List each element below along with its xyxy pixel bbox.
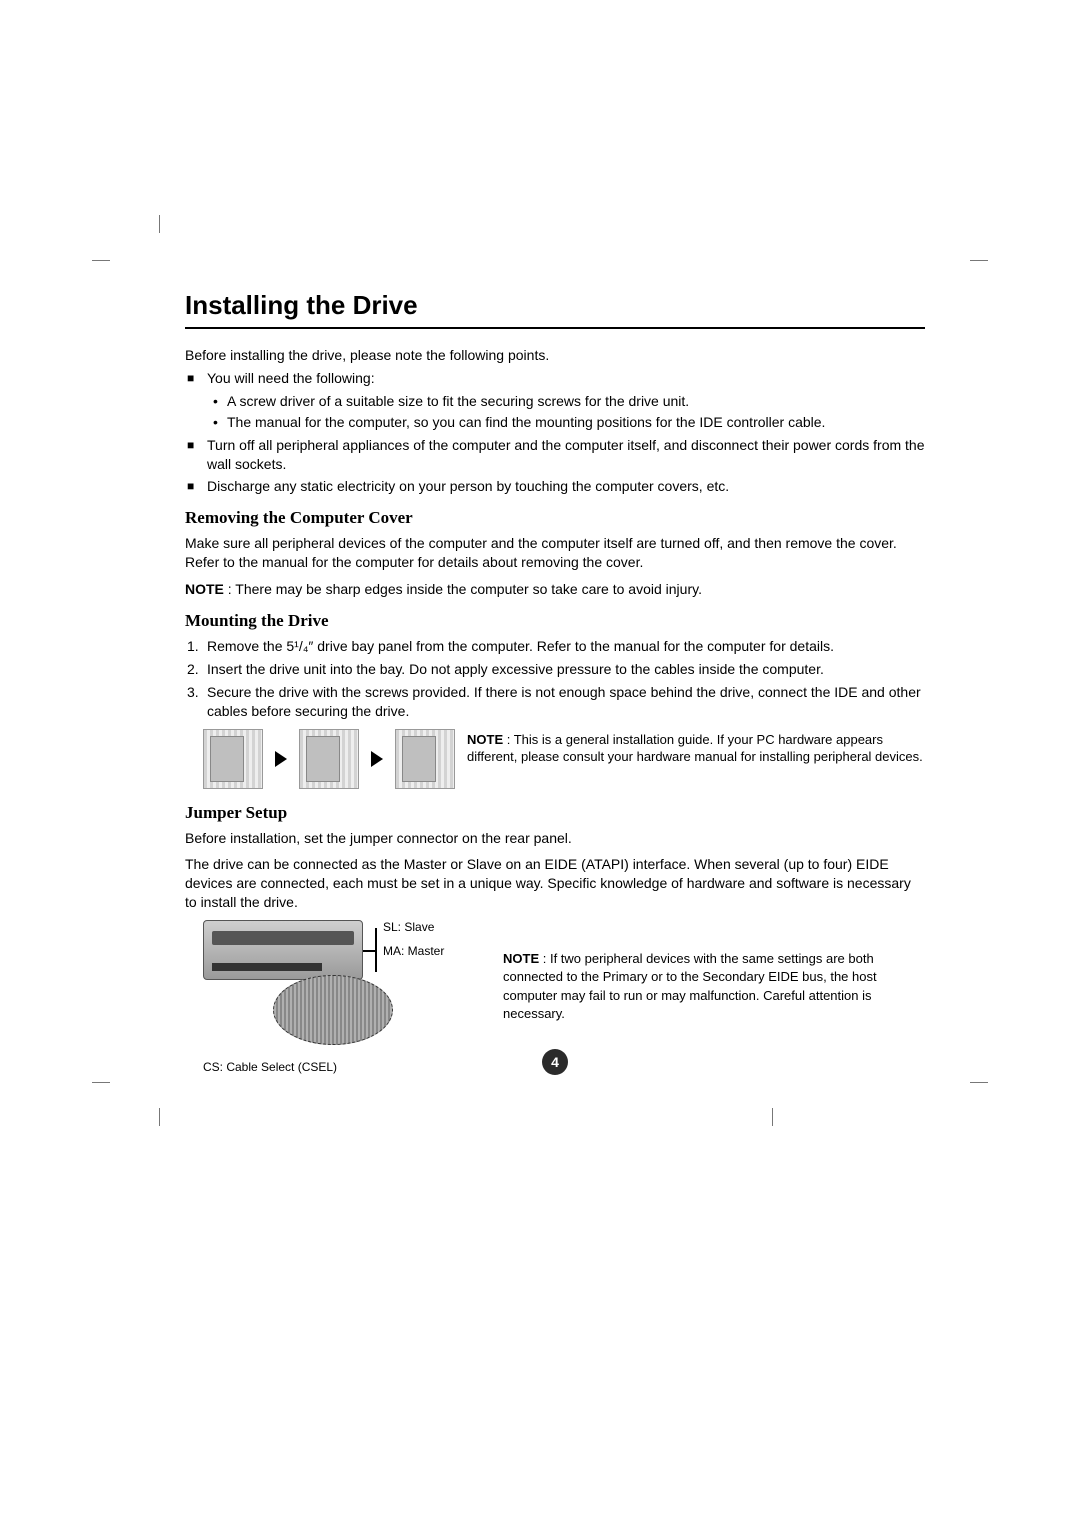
jumper-label-master: MA: Master	[383, 944, 444, 958]
section-heading-jumper: Jumper Setup	[185, 803, 925, 823]
list-item-text: You will need the following:	[207, 370, 375, 386]
intro-text: Before installing the drive, please note…	[185, 347, 925, 363]
mounting-steps: Remove the 5¹/₄″ drive bay panel from th…	[185, 637, 925, 721]
jumper-figure-row: SL: Slave MA: Master CS: Cable Select (C…	[203, 920, 925, 1023]
note-label: NOTE	[503, 951, 539, 966]
jumper-note: NOTE : If two peripheral devices with th…	[503, 920, 925, 1023]
page-title: Installing the Drive	[185, 290, 925, 329]
step-item: Remove the 5¹/₄″ drive bay panel from th…	[185, 637, 925, 656]
arrow-right-icon	[371, 751, 383, 767]
drive-rear-illustration	[203, 920, 363, 980]
note-text: : This is a general installation guide. …	[467, 732, 923, 765]
arrow-right-icon	[275, 751, 287, 767]
jumper-label-csel: CS: Cable Select (CSEL)	[203, 1060, 337, 1074]
crop-mark	[159, 215, 160, 233]
crop-mark	[970, 1082, 988, 1083]
crop-mark	[92, 1082, 110, 1083]
page-number-badge: 4	[542, 1049, 568, 1075]
crop-mark	[92, 260, 110, 261]
mounting-figure-2	[299, 729, 359, 789]
jumper-label-slave: SL: Slave	[383, 920, 434, 934]
note-text: : There may be sharp edges inside the co…	[224, 581, 702, 597]
page-content: Installing the Drive Before installing t…	[185, 290, 925, 1035]
magnified-jumper-illustration	[273, 975, 393, 1045]
list-item: You will need the following: A screw dri…	[185, 369, 925, 432]
note-label: NOTE	[467, 732, 503, 747]
jumper-paragraph-1: Before installation, set the jumper conn…	[185, 829, 925, 848]
step-item: Secure the drive with the screws provide…	[185, 683, 925, 721]
list-item: Turn off all peripheral appliances of th…	[185, 436, 925, 474]
jumper-figure: SL: Slave MA: Master CS: Cable Select (C…	[203, 920, 483, 980]
sub-list-item: A screw driver of a suitable size to fit…	[207, 392, 925, 411]
list-item: Discharge any static electricity on your…	[185, 477, 925, 496]
mounting-figure-1	[203, 729, 263, 789]
note-label: NOTE	[185, 581, 224, 597]
removing-paragraph: Make sure all peripheral devices of the …	[185, 534, 925, 572]
crop-mark	[772, 1108, 773, 1126]
section-heading-removing: Removing the Computer Cover	[185, 508, 925, 528]
sub-list-item: The manual for the computer, so you can …	[207, 413, 925, 432]
requirements-list: You will need the following: A screw dri…	[185, 369, 925, 496]
section-heading-mounting: Mounting the Drive	[185, 611, 925, 631]
mounting-figure-note: NOTE : This is a general installation gu…	[467, 729, 925, 766]
step-item: Insert the drive unit into the bay. Do n…	[185, 660, 925, 679]
jumper-paragraph-2: The drive can be connected as the Master…	[185, 855, 925, 912]
crop-mark	[970, 260, 988, 261]
note-text: : If two peripheral devices with the sam…	[503, 951, 877, 1021]
crop-mark	[159, 1108, 160, 1126]
sub-list: A screw driver of a suitable size to fit…	[207, 392, 925, 432]
removing-note: NOTE : There may be sharp edges inside t…	[185, 580, 925, 599]
callout-line	[363, 950, 377, 952]
mounting-figure-row: NOTE : This is a general installation gu…	[203, 729, 925, 789]
mounting-figure-3	[395, 729, 455, 789]
